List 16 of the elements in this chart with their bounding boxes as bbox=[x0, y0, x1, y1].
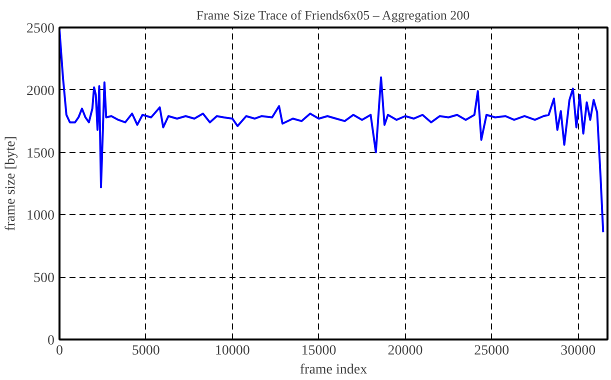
y-axis-title: frame size [byte] bbox=[4, 136, 18, 231]
chart-title: Frame Size Trace of Friends6x05 – Aggregation 200 bbox=[196, 8, 470, 22]
line-series bbox=[60, 28, 604, 234]
y-tick-label: 1000 bbox=[26, 208, 54, 224]
x-tick-label: 5000 bbox=[132, 344, 160, 358]
x-tick-label: 25000 bbox=[474, 344, 510, 358]
y-tick-label: 0 bbox=[48, 334, 54, 348]
y-tick-label: 2500 bbox=[26, 22, 54, 36]
x-axis-title: frame index bbox=[300, 362, 368, 378]
y-tick-label: 1500 bbox=[26, 146, 54, 162]
x-tick-label: 30000 bbox=[560, 344, 596, 358]
y-tick-label: 2000 bbox=[26, 84, 54, 99]
y-tick-label: 500 bbox=[34, 271, 54, 286]
x-tick-label: 15000 bbox=[301, 344, 336, 358]
x-tick-label: 20000 bbox=[388, 344, 423, 358]
x-tick-label: 10000 bbox=[214, 344, 250, 358]
